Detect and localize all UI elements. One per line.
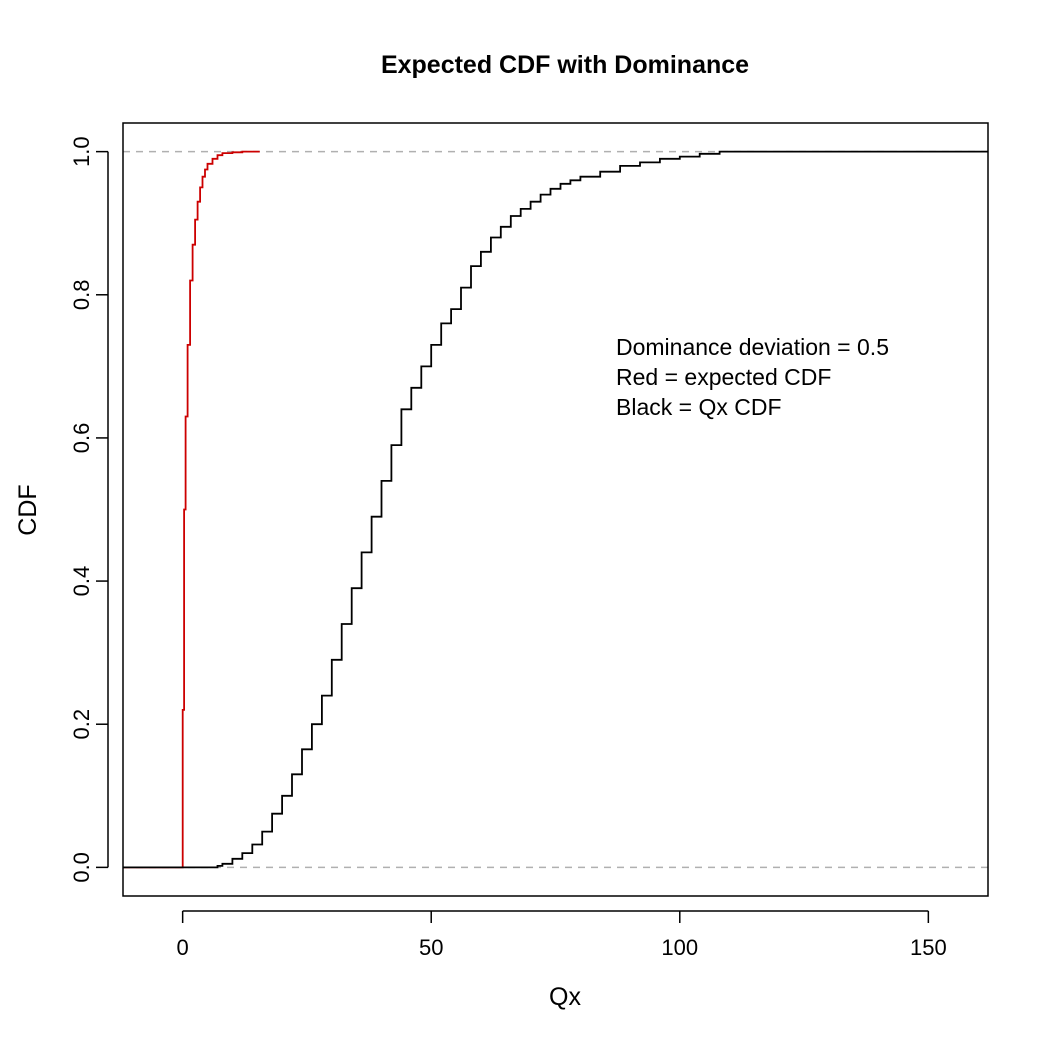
- x-tick-label: 50: [419, 935, 443, 960]
- y-tick-label: 1.0: [69, 136, 94, 167]
- x-tick-label: 150: [910, 935, 947, 960]
- y-axis-label: CDF: [14, 484, 42, 535]
- annotation-line-3: Black = Qx CDF: [616, 394, 782, 420]
- x-tick-label: 100: [661, 935, 698, 960]
- y-tick-label: 0.2: [69, 709, 94, 740]
- chart-title: Expected CDF with Dominance: [381, 51, 749, 79]
- series-line-0: [123, 150, 260, 869]
- y-tick-label: 0.8: [69, 279, 94, 310]
- plot-frame: [122, 122, 989, 897]
- annotation-block: Dominance deviation = 0.5 Red = expected…: [616, 334, 889, 420]
- y-tick-label: 0.0: [69, 852, 94, 883]
- annotation-line-2: Red = expected CDF: [616, 364, 831, 390]
- x-axis: 0 50 100 150: [177, 910, 947, 960]
- x-tick-label: 0: [177, 935, 189, 960]
- annotation-line-1: Dominance deviation = 0.5: [616, 334, 889, 360]
- y-tick-label: 0.4: [69, 566, 94, 597]
- y-tick-label: 0.6: [69, 423, 94, 454]
- plot-area: [123, 150, 988, 869]
- y-axis: 0.0 0.2 0.4 0.6 0.8 1.0: [69, 136, 109, 883]
- x-axis-label: Qx: [549, 983, 581, 1011]
- series-line-1: [123, 150, 988, 869]
